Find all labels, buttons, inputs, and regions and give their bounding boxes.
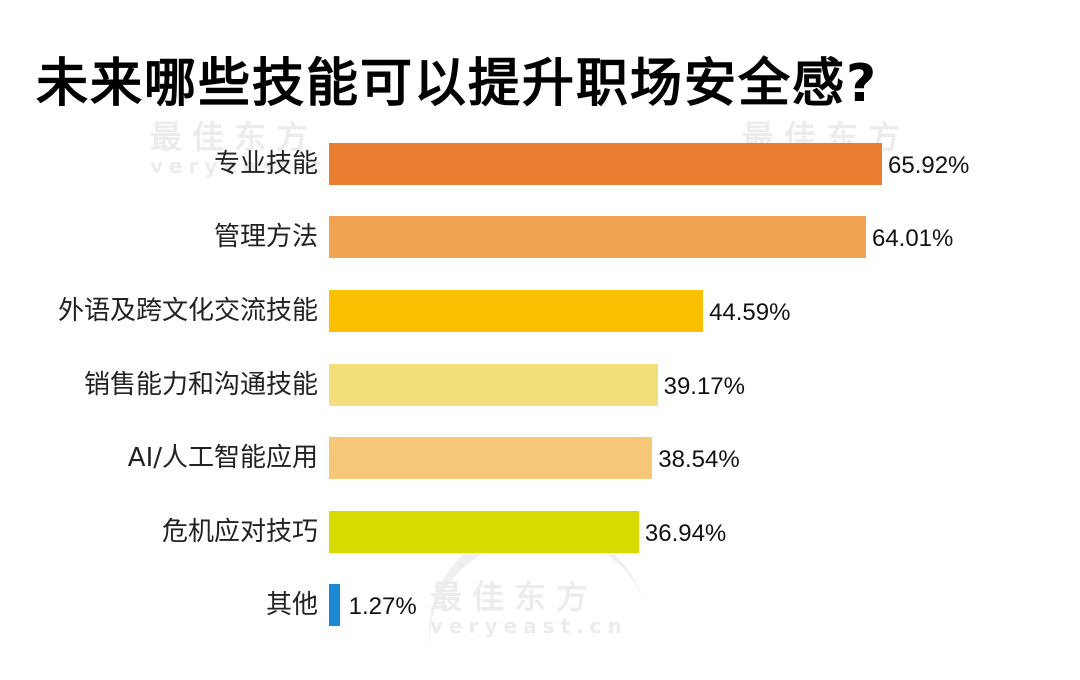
category-label: 管理方法 [213,222,318,252]
bar [329,143,882,185]
category-label: 危机应对技巧 [161,517,318,547]
value-label: 64.01% [871,225,954,252]
value-label: 1.27% [348,593,417,620]
value-label: 65.92% [888,152,970,179]
category-label: 专业技能 [213,149,318,179]
bar-row: AI/人工智能应用 38.54% [0,437,1080,479]
value-label: 39.17% [663,373,745,400]
category-label: 外语及跨文化交流技能 [57,296,318,326]
bar-row: 专业技能 65.92% [0,143,1080,185]
value-label: 38.54% [658,446,740,473]
bar [329,437,653,479]
bar-row: 危机应对技巧 36.94% [0,511,1080,553]
bar-row: 外语及跨文化交流技能 44.59% [0,290,1080,332]
value-label: 44.59% [709,299,791,326]
bar-row: 其他 1.27% [0,584,1080,626]
bar [329,216,866,258]
watermark-bottom: 最佳东方 veryeast.cn [430,578,628,638]
category-label: 销售能力和沟通技能 [83,370,318,400]
category-label: 其他 [265,590,318,620]
bar [329,290,704,332]
value-label: 36.94% [644,520,727,547]
category-label: AI/人工智能应用 [127,443,318,473]
watermark-top-left: 最佳东方 veryeast.cn [150,118,348,178]
bar [329,584,340,626]
bar-row: 销售能力和沟通技能 39.17% [0,364,1080,406]
bar [329,511,639,553]
bar-row: 管理方法 64.01% [0,216,1080,258]
chart-title: 未来哪些技能可以提升职场安全感? [36,54,879,114]
bar [329,364,658,406]
